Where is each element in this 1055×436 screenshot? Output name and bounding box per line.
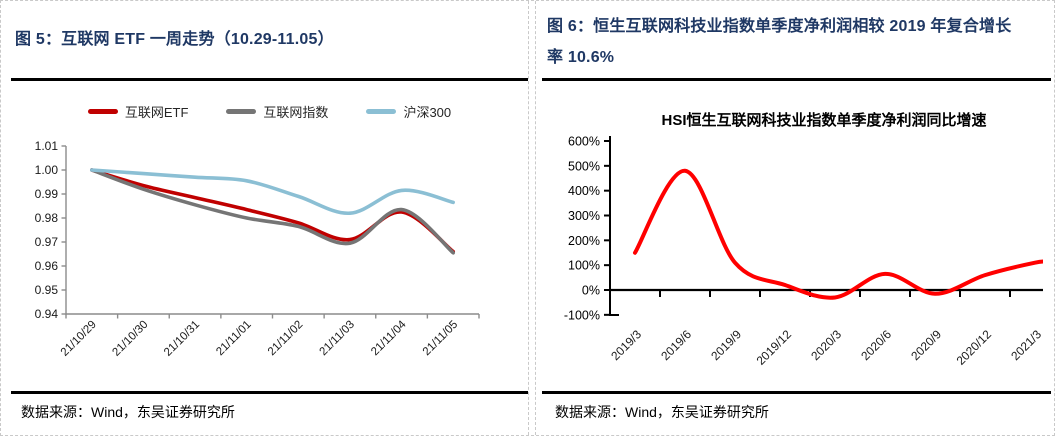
svg-text:200%: 200%: [568, 234, 600, 248]
figure5-line-chart: 0.94 0.95 0.96 0.97 0.98 0.99 1.00 1.01 21/10/29…: [35, 139, 480, 359]
axes: -100% 0% 100% 200% 300% 400% 500% 600%: [564, 135, 1043, 322]
svg-text:21/11/02: 21/11/02: [266, 319, 306, 359]
figure5-legend: 互联网ETF 互联网指数 沪深300: [31, 101, 508, 121]
svg-text:1.00: 1.00: [35, 163, 59, 177]
legend-swatch: [366, 108, 397, 114]
legend-item: 互联网指数: [226, 102, 328, 121]
legend-swatch: [226, 108, 257, 114]
svg-text:2019/12: 2019/12: [754, 327, 795, 368]
svg-text:21/10/31: 21/10/31: [162, 319, 202, 359]
figure6-bottom-rule: [542, 391, 1051, 394]
legend-item: 互联网ETF: [87, 102, 189, 121]
figure6-panel: 图 6：恒生互联网科技业指数单季度净利润相较 2019 年复合增长率 10.6%…: [535, 1, 1054, 435]
figure6-source-note: 数据来源：Wind，东吴证券研究所: [555, 404, 769, 420]
x-axis-labels: 21/10/29 21/10/30 21/10/31 21/11/01 21/11/02…: [59, 318, 461, 359]
svg-text:400%: 400%: [568, 184, 600, 198]
series-line: [90, 168, 455, 216]
svg-text:21/11/01: 21/11/01: [214, 319, 254, 359]
svg-text:0.94: 0.94: [35, 307, 59, 321]
svg-text:2020/6: 2020/6: [858, 327, 894, 363]
series-line: [90, 168, 455, 255]
figure5-title: 图 5：互联网 ETF 一周走势（10.29-11.05）: [15, 31, 334, 48]
svg-text:0%: 0%: [582, 284, 600, 298]
svg-text:0.99: 0.99: [35, 187, 59, 201]
svg-text:100%: 100%: [568, 259, 600, 273]
svg-text:0.97: 0.97: [35, 235, 59, 249]
axes: 0.94 0.95 0.96 0.97 0.98 0.99 1.00 1.01: [35, 139, 480, 321]
legend-label: 沪深300: [403, 104, 452, 120]
figure6-chart-title: HSI恒生互联网科技业指数单季度净利润同比增速: [661, 111, 986, 129]
svg-text:2021/3: 2021/3: [1008, 327, 1044, 363]
figure5-panel: 图 5：互联网 ETF 一周走势（10.29-11.05） 互联网ETF 互联网指…: [1, 1, 529, 435]
svg-text:-100%: -100%: [564, 308, 600, 322]
svg-text:2019/3: 2019/3: [608, 327, 644, 363]
figure5-source-note: 数据来源：Wind，东吴证券研究所: [21, 404, 235, 420]
figure6-top-rule: [542, 78, 1051, 81]
svg-text:21/11/05: 21/11/05: [421, 319, 461, 359]
legend-label: 互联网指数: [263, 104, 329, 120]
svg-text:0.96: 0.96: [35, 259, 59, 273]
legend-item: 沪深300: [366, 102, 451, 121]
figure5-top-rule: [11, 78, 528, 81]
series-line: [633, 168, 1043, 300]
figure5-bottom-rule: [11, 391, 528, 394]
svg-text:21/10/29: 21/10/29: [59, 319, 99, 359]
svg-text:21/10/30: 21/10/30: [110, 319, 150, 359]
svg-text:0.98: 0.98: [35, 211, 59, 225]
svg-text:2020/9: 2020/9: [908, 327, 944, 363]
svg-text:2020/3: 2020/3: [808, 327, 844, 363]
x-axis-labels: 2019/3 2019/6 2019/9 2019/12 2020/3 2020/6 202…: [608, 327, 1044, 368]
series-line: [90, 168, 455, 254]
figure6-title: 图 6：恒生互联网科技业指数单季度净利润相较 2019 年复合增长率 10.6%: [547, 18, 1012, 66]
svg-text:500%: 500%: [568, 159, 600, 173]
svg-text:2019/9: 2019/9: [708, 327, 744, 363]
svg-text:21/11/03: 21/11/03: [318, 319, 358, 359]
svg-text:300%: 300%: [568, 209, 600, 223]
svg-text:1.01: 1.01: [35, 139, 59, 153]
svg-text:0.95: 0.95: [35, 283, 59, 297]
legend-swatch: [87, 108, 118, 114]
svg-text:2019/6: 2019/6: [658, 327, 694, 363]
svg-text:600%: 600%: [568, 135, 600, 149]
svg-text:2020/12: 2020/12: [954, 327, 995, 368]
svg-text:21/11/04: 21/11/04: [369, 318, 409, 358]
legend-label: 互联网ETF: [124, 104, 189, 120]
figure6-line-chart: HSI恒生互联网科技业指数单季度净利润同比增速 -100% 0% 100% 200% 3…: [564, 111, 1044, 368]
